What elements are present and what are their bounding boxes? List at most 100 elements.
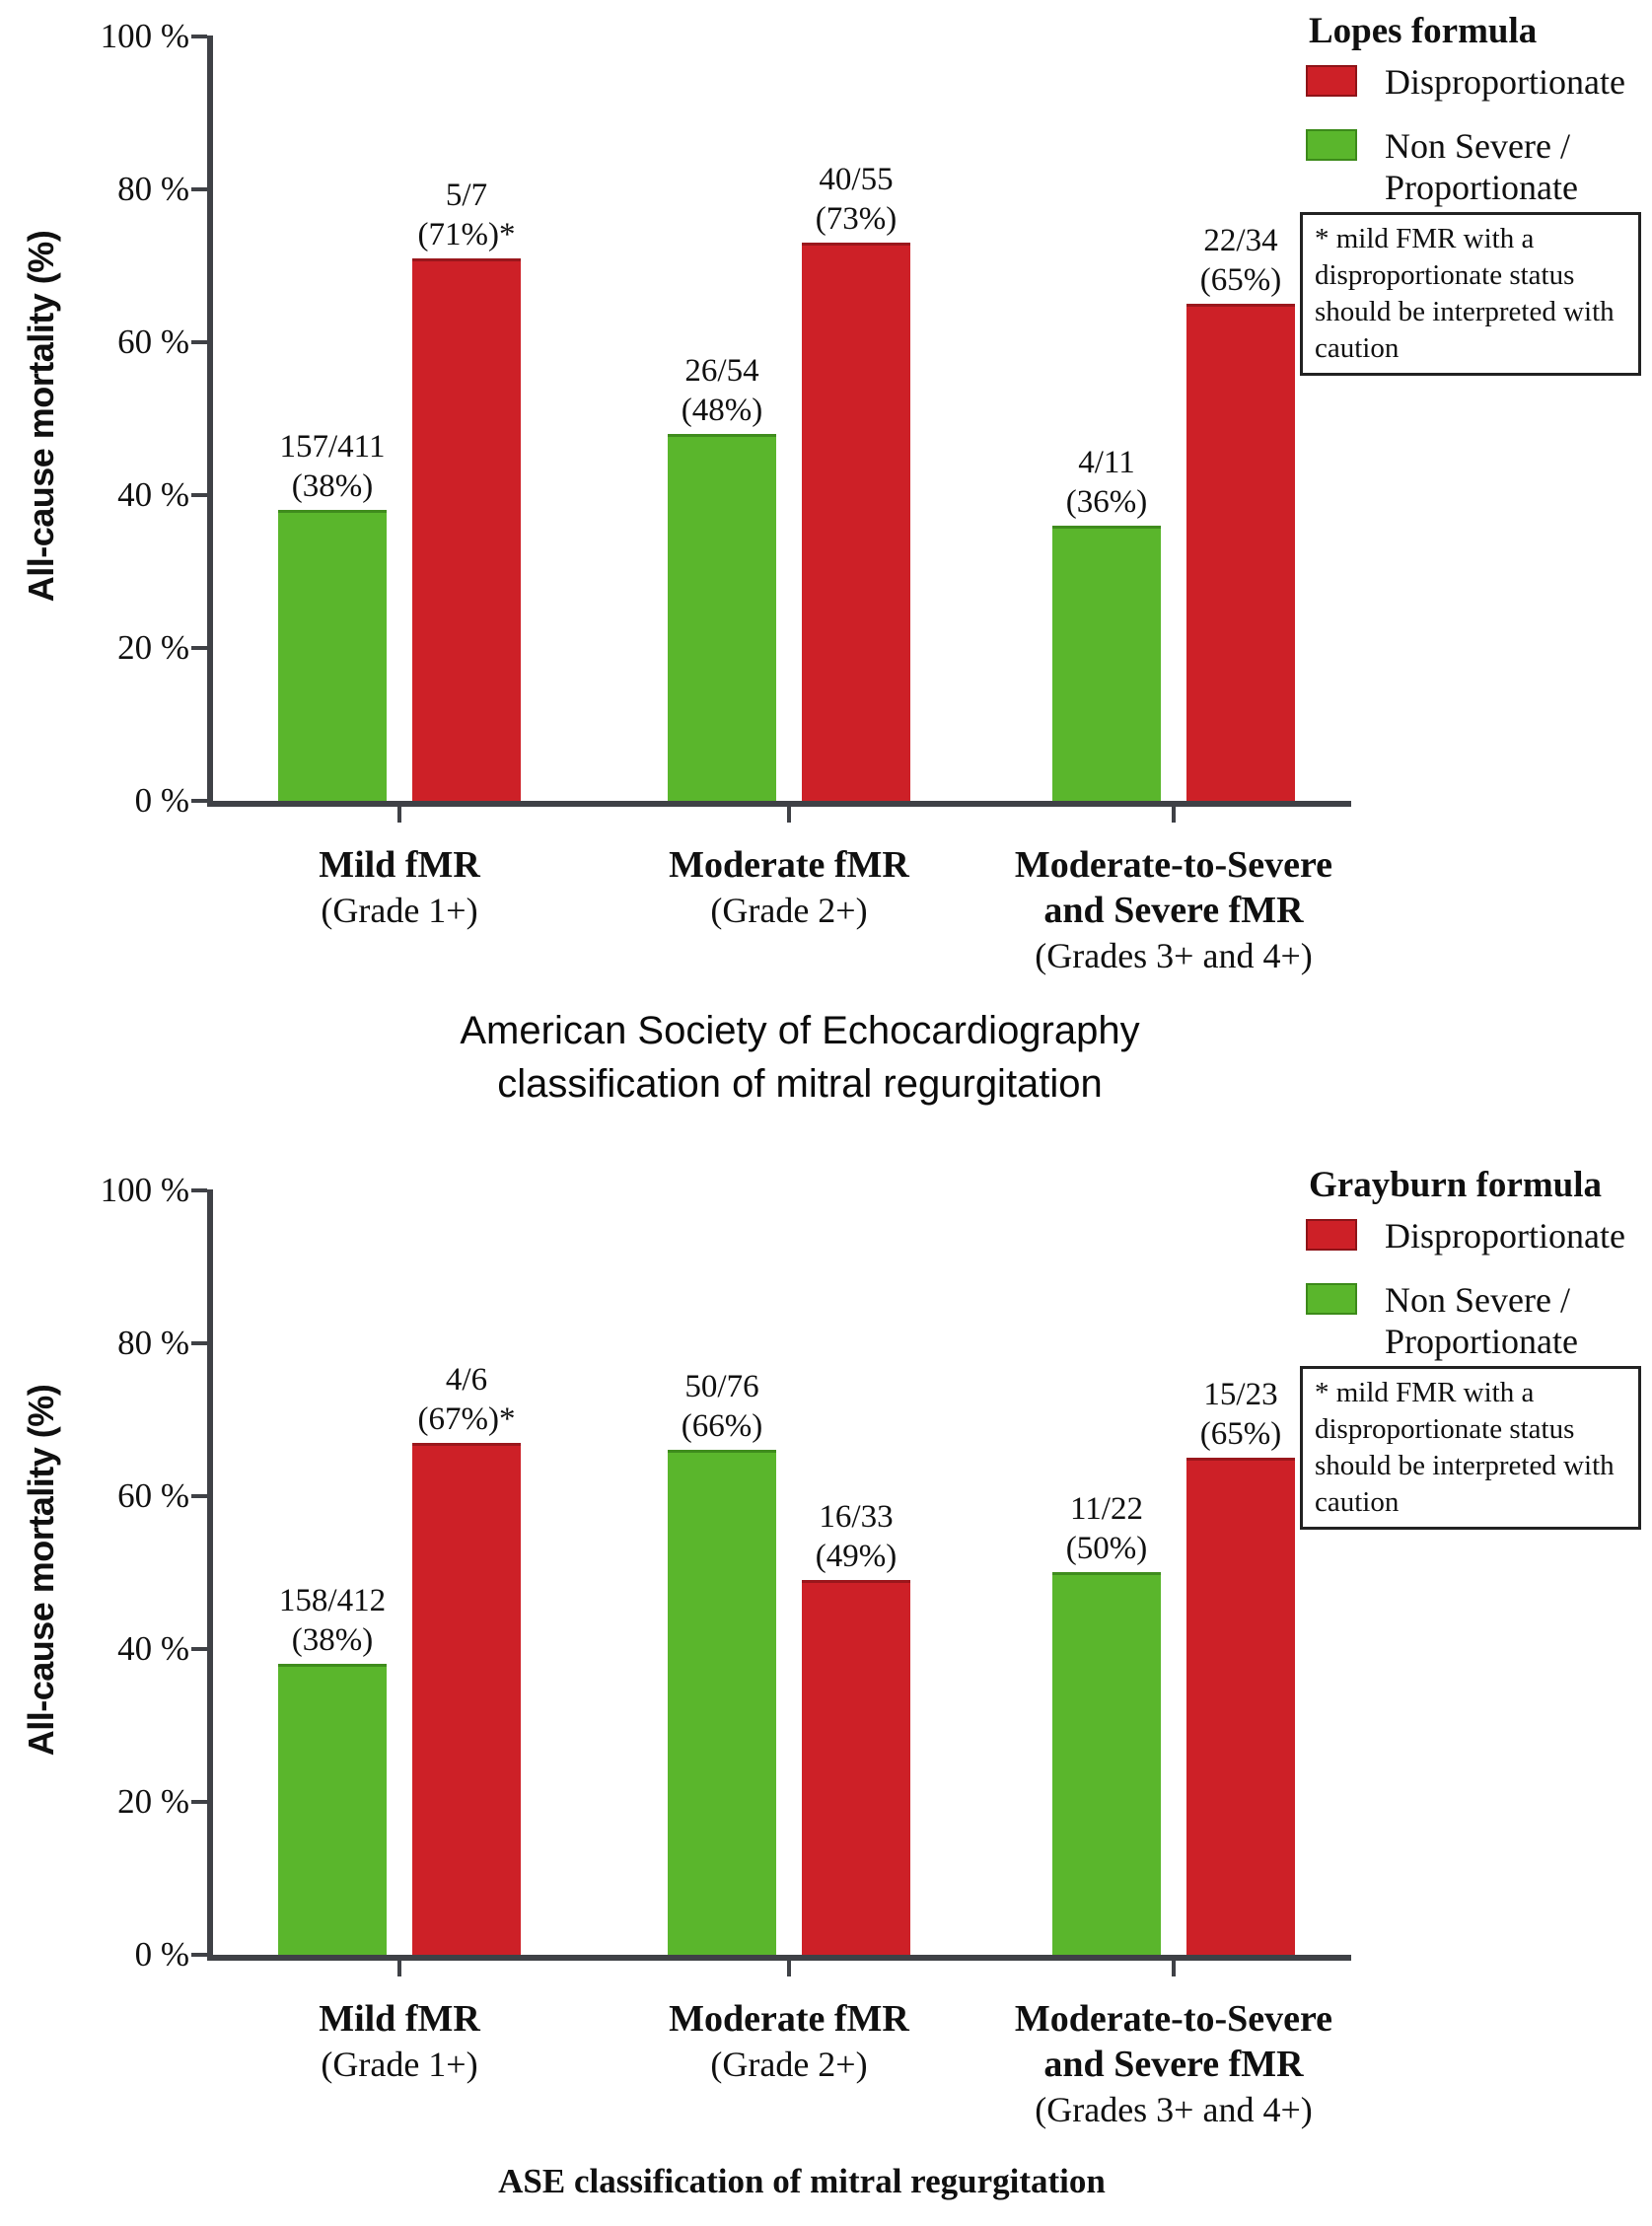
y-tick-mark bbox=[191, 1953, 207, 1957]
bar-value-line: 50/76 bbox=[684, 1369, 759, 1404]
category-subtitle: (Grades 3+ and 4+) bbox=[1035, 2090, 1313, 2129]
x-tick-mark bbox=[397, 807, 401, 823]
category-label: Moderate-to-Severe and Severe fMR (Grades … bbox=[937, 1996, 1410, 2132]
bar-value-label: 158/412 (38%) bbox=[214, 1581, 451, 1660]
bar-disproportionate bbox=[802, 1580, 910, 1955]
bar-value-label: 22/34 (65%) bbox=[1122, 221, 1359, 300]
bar-disproportionate bbox=[412, 1443, 521, 1955]
x-tick-mark bbox=[397, 1961, 401, 1976]
note-line: should be interpreted with bbox=[1315, 296, 1615, 327]
note-line: * mild FMR with a bbox=[1315, 223, 1535, 254]
category-subtitle: (Grade 1+) bbox=[321, 2045, 478, 2084]
bar-proportionate bbox=[668, 434, 776, 801]
x-tick-mark bbox=[787, 1961, 791, 1976]
x-tick-mark bbox=[1172, 1961, 1176, 1976]
note-line: caution bbox=[1315, 332, 1400, 364]
bar-proportionate bbox=[1052, 1572, 1161, 1955]
bar-value-line: 16/33 bbox=[819, 1499, 894, 1535]
category-subtitle: (Grades 3+ and 4+) bbox=[1035, 936, 1313, 975]
legend-title: Lopes formula bbox=[1309, 11, 1538, 51]
y-tick-label: 100 % bbox=[100, 17, 189, 55]
category-title-line: Moderate-to-Severe bbox=[1014, 1998, 1333, 2040]
y-axis-title: All-cause mortality (%) bbox=[21, 1384, 61, 1757]
bar-value-line: (67%)* bbox=[417, 1401, 516, 1437]
y-tick-mark bbox=[191, 1800, 207, 1804]
y-tick-mark bbox=[191, 799, 207, 803]
y-tick-mark bbox=[191, 1188, 207, 1192]
legend-item-line: Proportionate bbox=[1385, 168, 1578, 207]
bar-proportionate bbox=[1052, 526, 1161, 801]
category-label: Moderate fMR (Grade 2+) bbox=[552, 1996, 1026, 2087]
x-axis-line bbox=[207, 801, 1351, 807]
y-tick-mark bbox=[191, 35, 207, 38]
bar-value-line: 26/54 bbox=[684, 353, 759, 389]
bar-value-label: 26/54 (48%) bbox=[604, 351, 840, 430]
bar-value-line: 11/22 bbox=[1070, 1491, 1143, 1527]
legend-item-label: Disproportionate bbox=[1385, 61, 1625, 103]
legend-item-label: Non Severe / Proportionate bbox=[1385, 1279, 1578, 1362]
legend-item-line: Disproportionate bbox=[1385, 62, 1625, 102]
y-tick-mark bbox=[191, 340, 207, 344]
legend-item-line: Non Severe / bbox=[1385, 126, 1570, 166]
bar-value-line: (65%) bbox=[1199, 1416, 1282, 1452]
x-tick-mark bbox=[1172, 807, 1176, 823]
bar-value-line: 40/55 bbox=[819, 162, 894, 197]
legend-swatch-proportionate-icon bbox=[1306, 1283, 1357, 1315]
bar-value-label: 5/7 (71%)* bbox=[348, 176, 585, 254]
bar-value-label: 16/33 (49%) bbox=[738, 1497, 974, 1576]
category-label: Mild fMR (Grade 1+) bbox=[163, 1996, 636, 2087]
y-tick-mark bbox=[191, 1647, 207, 1651]
x-axis-line bbox=[207, 1955, 1351, 1961]
y-tick-mark bbox=[191, 493, 207, 497]
y-tick-label: 80 % bbox=[117, 170, 189, 208]
bar-value-label: 4/11 (36%) bbox=[988, 443, 1225, 522]
bar-value-line: (65%) bbox=[1199, 262, 1282, 298]
bar-value-line: 15/23 bbox=[1203, 1377, 1278, 1412]
category-title-line: Mild fMR bbox=[319, 1998, 480, 2040]
legend-item-label: Disproportionate bbox=[1385, 1215, 1625, 1257]
bar-value-label: 15/23 (65%) bbox=[1122, 1375, 1359, 1454]
y-tick-label: 0 % bbox=[134, 781, 189, 820]
y-tick-label: 80 % bbox=[117, 1324, 189, 1362]
y-tick-mark bbox=[191, 646, 207, 650]
bar-value-line: 5/7 bbox=[445, 178, 488, 213]
note-line: should be interpreted with bbox=[1315, 1450, 1615, 1481]
y-tick-label: 100 % bbox=[100, 1171, 189, 1209]
bar-disproportionate bbox=[412, 258, 521, 801]
category-subtitle: (Grade 2+) bbox=[710, 2045, 868, 2084]
category-title-line: Moderate-to-Severe bbox=[1014, 844, 1333, 886]
note-line: caution bbox=[1315, 1486, 1400, 1518]
y-tick-label: 60 % bbox=[117, 323, 189, 361]
note-line: * mild FMR with a bbox=[1315, 1377, 1535, 1408]
y-tick-mark bbox=[191, 1341, 207, 1345]
bar-value-line: 158/412 bbox=[278, 1583, 387, 1618]
legend-title: Grayburn formula bbox=[1309, 1165, 1603, 1205]
bar-value-label: 4/6 (67%)* bbox=[348, 1360, 585, 1439]
bar-proportionate bbox=[278, 1664, 387, 1955]
y-axis-title: All-cause mortality (%) bbox=[21, 230, 61, 603]
bar-value-line: (66%) bbox=[681, 1408, 763, 1444]
bar-disproportionate bbox=[1186, 1458, 1295, 1955]
category-subtitle: (Grade 2+) bbox=[710, 891, 868, 930]
bar-value-line: (38%) bbox=[291, 468, 374, 504]
bar-value-line: (73%) bbox=[815, 201, 898, 237]
bar-value-line: 157/411 bbox=[279, 429, 386, 465]
bar-value-line: 4/11 bbox=[1078, 445, 1135, 480]
bar-value-line: (36%) bbox=[1065, 484, 1148, 520]
category-label: Moderate-to-Severe and Severe fMR (Grades … bbox=[937, 842, 1410, 978]
bar-value-line: (50%) bbox=[1065, 1531, 1148, 1566]
bar-disproportionate bbox=[1186, 304, 1295, 801]
legend-item-line: Proportionate bbox=[1385, 1322, 1578, 1361]
bar-proportionate bbox=[278, 510, 387, 801]
legend-item-line: Non Severe / bbox=[1385, 1280, 1570, 1320]
bar-value-label: 157/411 (38%) bbox=[214, 427, 451, 506]
bar-value-line: 4/6 bbox=[445, 1362, 488, 1398]
y-tick-label: 40 % bbox=[117, 475, 189, 514]
y-axis-line bbox=[207, 1189, 213, 1961]
bar-value-line: (71%)* bbox=[417, 217, 516, 252]
note-box: * mild FMR with a disproportionate status… bbox=[1300, 212, 1641, 376]
bar-value-line: (49%) bbox=[815, 1539, 898, 1574]
bar-value-label: 50/76 (66%) bbox=[604, 1367, 840, 1446]
note-line: disproportionate status bbox=[1315, 259, 1575, 291]
